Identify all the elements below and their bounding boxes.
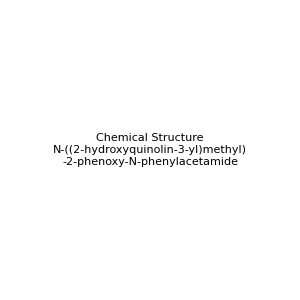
Text: Chemical Structure
N-((2-hydroxyquinolin-3-yl)methyl)
-2-phenoxy-N-phenylacetami: Chemical Structure N-((2-hydroxyquinolin… <box>53 134 247 166</box>
